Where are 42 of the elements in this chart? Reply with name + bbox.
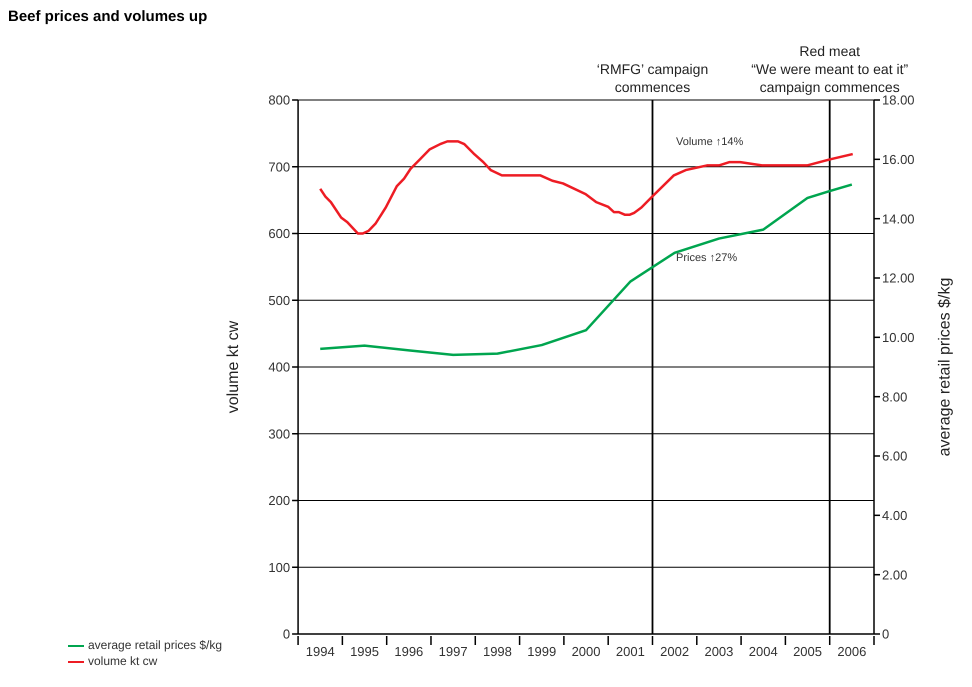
annotation: Volume ↑14%	[676, 136, 744, 148]
y2-tick-label: 6.00	[882, 448, 908, 464]
y-tick-label: 800	[268, 92, 290, 108]
y2-tick-label: 12.00	[882, 270, 915, 286]
y-tick-label: 0	[282, 626, 290, 642]
x-tick-label: 2005	[793, 644, 822, 659]
y-tick-label: 500	[268, 292, 290, 308]
x-tick-label: 1996	[394, 644, 424, 659]
y2-tick-label: 18.00	[882, 92, 915, 108]
x-tick-label: 1998	[482, 644, 512, 659]
text: Beef prices and volumes up	[8, 8, 208, 27]
ref-line-label: ‘RMFG’ campaign commences	[596, 61, 708, 95]
ref-line-label: Red meat “We were meant to eat it” campaign commences	[751, 43, 908, 95]
y2-axis-title: average retail prices $/kg	[936, 278, 954, 456]
y2-tick-label: 14.00	[882, 211, 915, 226]
y2-tick-label: 0	[882, 626, 890, 642]
y-tick-label: 700	[268, 159, 290, 174]
y2-tick-label: 16.00	[882, 152, 915, 167]
x-tick-label: 1999	[527, 644, 556, 659]
x-tick-label: 1995	[350, 644, 379, 659]
y-tick-label: 400	[268, 360, 290, 375]
x-tick-label: 2004	[748, 644, 778, 659]
x-tick-label: 2003	[704, 644, 734, 659]
x-tick-label: 2001	[616, 644, 645, 659]
y2-tick-label: 10.00	[882, 330, 915, 345]
y-tick-label: 300	[268, 426, 290, 442]
y2-tick-label: 8.00	[882, 389, 908, 404]
x-tick-label: 2006	[837, 644, 866, 659]
legend-label: volume kt cw	[88, 654, 158, 668]
annotation: Prices ↑27%	[676, 252, 738, 264]
x-tick-label: 1994	[306, 644, 335, 659]
y2-tick-label: 2.00	[882, 567, 908, 582]
legend-label: average retail prices $/kg	[88, 638, 222, 652]
y2-tick-label: 4.00	[882, 508, 908, 523]
x-tick-label: 2002	[660, 644, 690, 659]
x-tick-label: 1997	[438, 644, 468, 659]
line-series	[318, 183, 854, 356]
y-tick-label: 600	[268, 226, 290, 242]
y-axis-title: volume kt cw	[224, 320, 242, 414]
y-tick-label: 200	[268, 493, 290, 508]
y-tick-label: 100	[268, 560, 290, 575]
x-tick-label: 2000	[572, 644, 600, 659]
